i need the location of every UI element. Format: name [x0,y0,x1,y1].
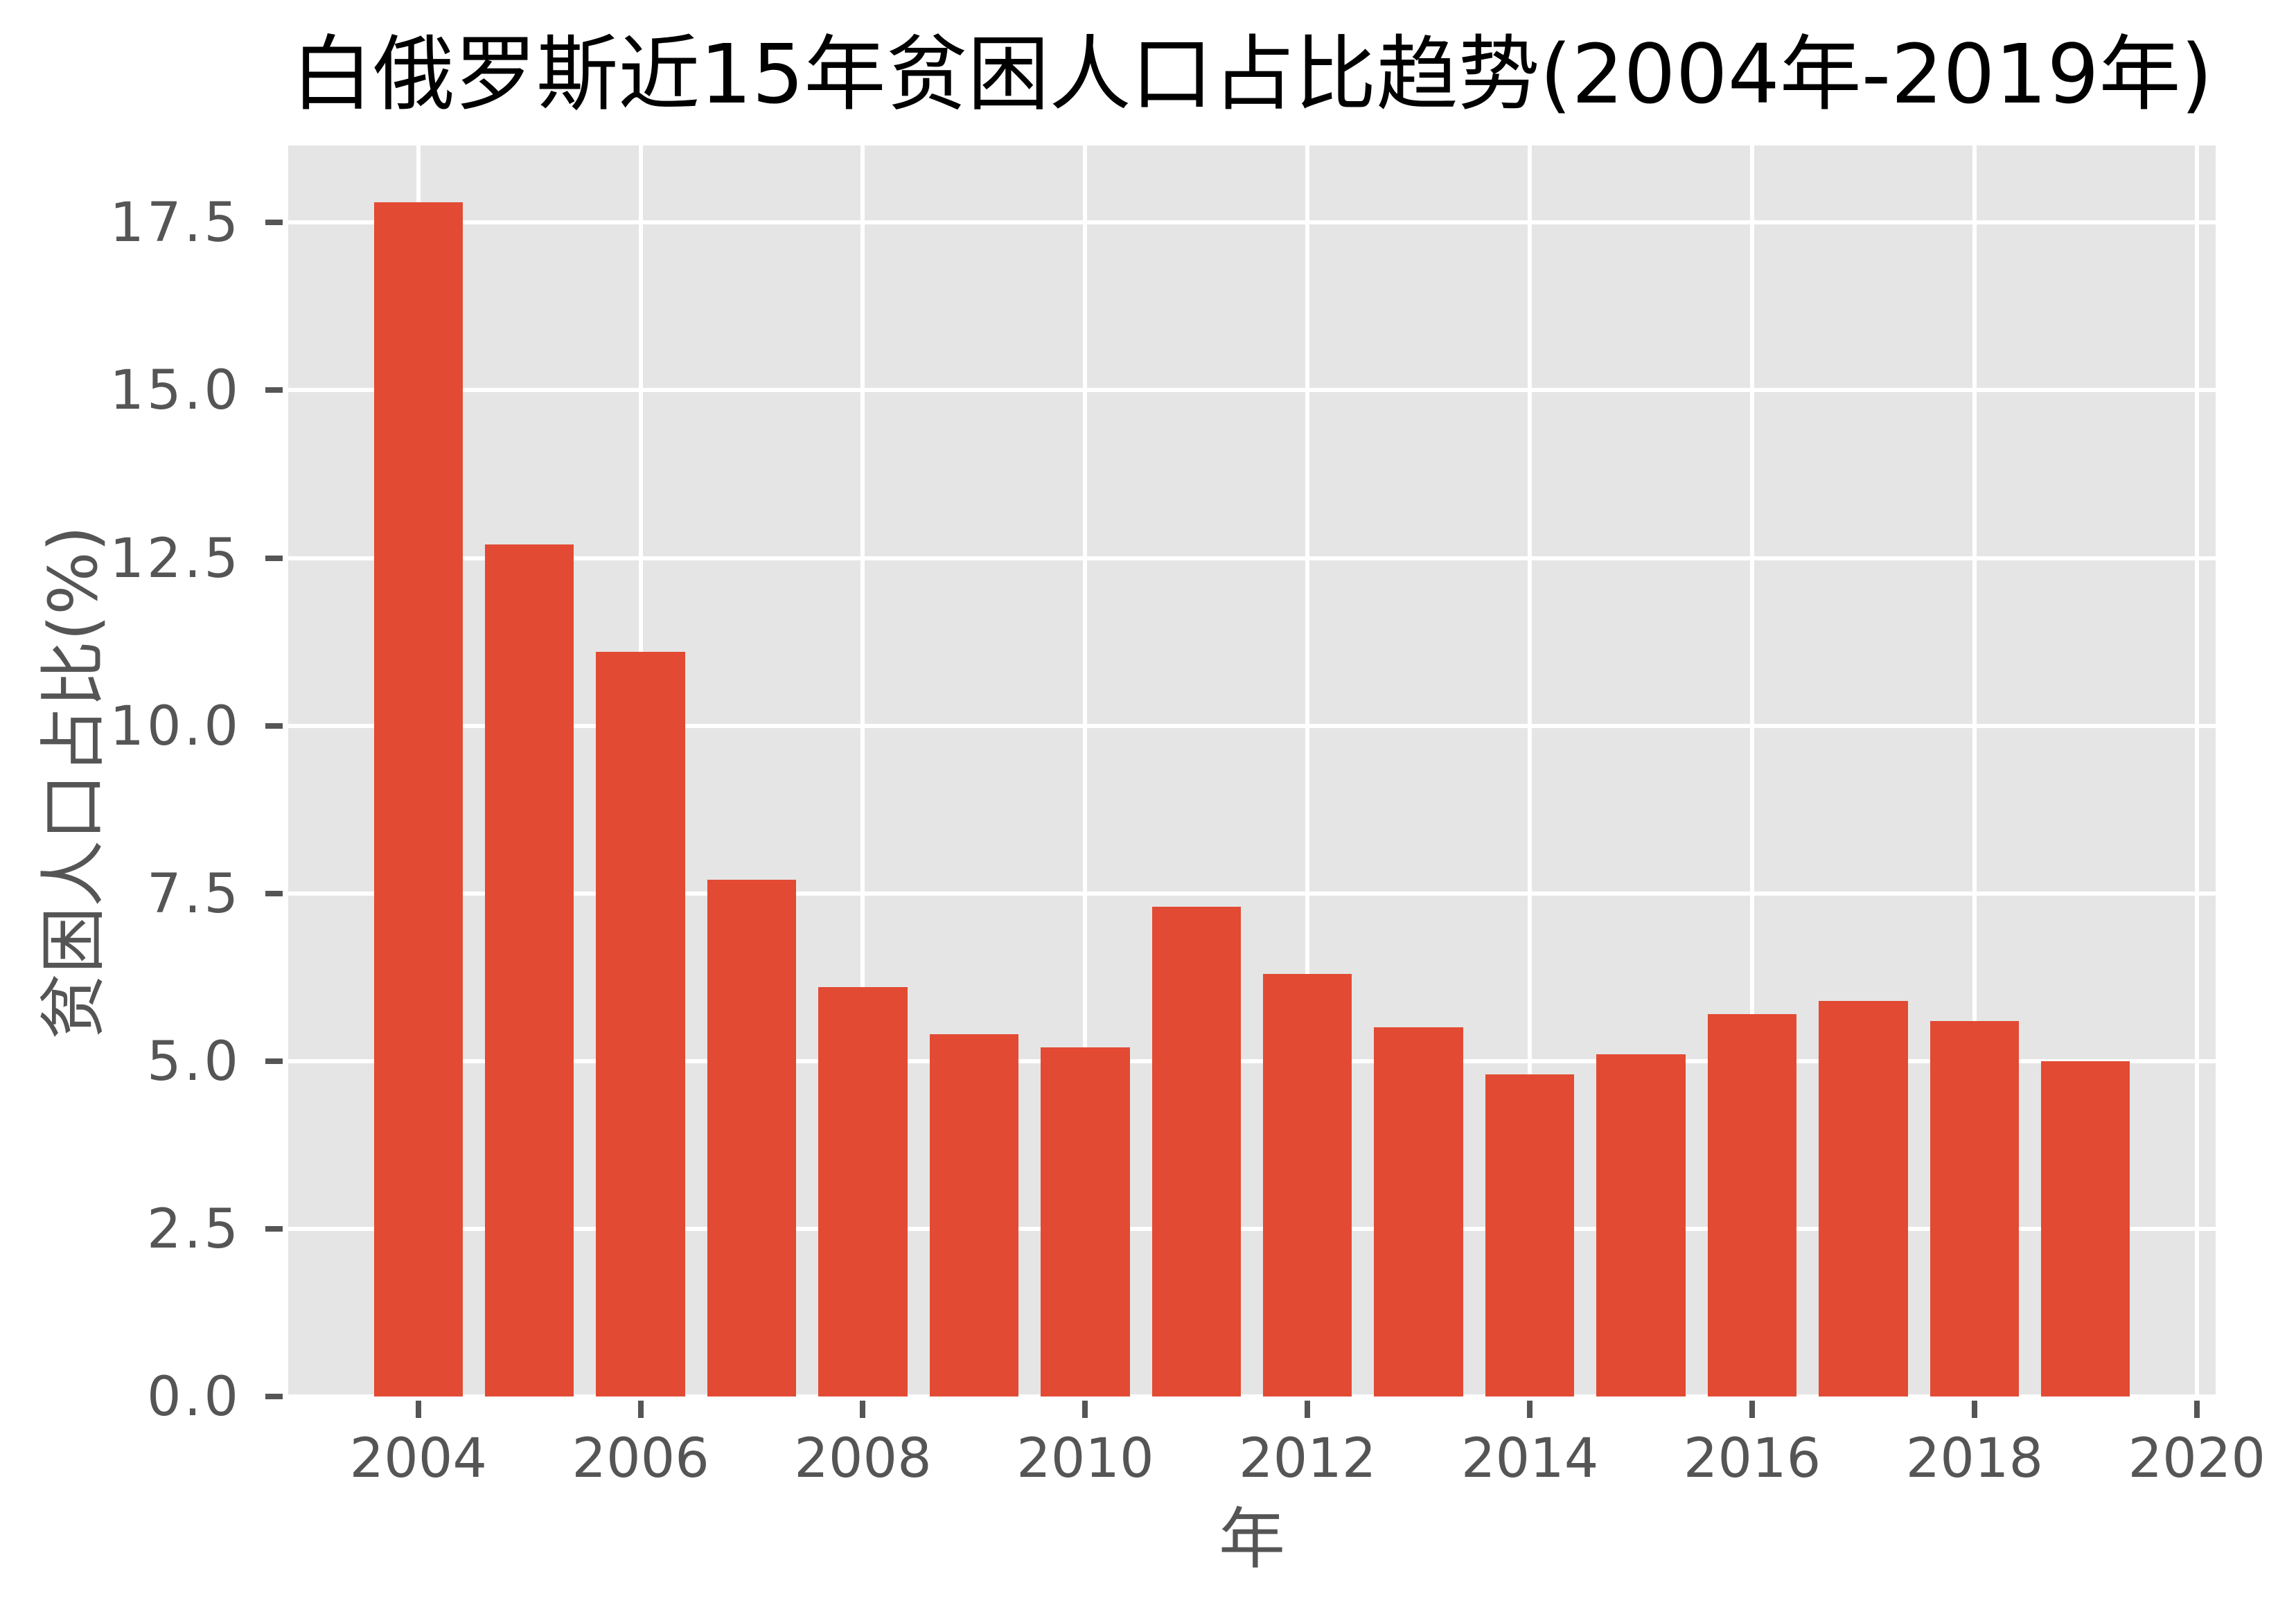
plot-area [288,145,2216,1396]
x-tick-mark [637,1401,644,1418]
x-tick-mark [2193,1401,2200,1418]
bar-2006 [596,652,685,1396]
y-tick-label: 10.0 [109,695,241,758]
gridline-vertical [1972,145,1977,1396]
y-tick-mark [265,555,283,561]
bar-2008 [818,987,908,1396]
bar-2015 [1596,1054,1686,1396]
x-tick-label: 2010 [1016,1428,1154,1490]
x-tick-label: 2014 [1460,1428,1599,1490]
bar-2017 [1819,1000,1908,1396]
y-axis-label: 贫困人口占比(%) [35,525,112,1040]
bar-2011 [1151,907,1241,1396]
gridline-horizontal [288,1058,2216,1063]
gridline-vertical [860,145,865,1396]
y-tick-mark [265,890,283,896]
gridline-horizontal [288,556,2216,560]
bar-2018 [1929,1020,2020,1396]
x-tick-mark [415,1401,421,1418]
chart-title: 白俄罗斯近15年贫困人口占比趋势(2004年-2019年) [291,26,2213,122]
x-tick-mark [1305,1401,1311,1418]
y-tick-mark [265,722,283,729]
y-tick-mark [265,1394,283,1399]
gridline-horizontal [288,1226,2216,1231]
y-tick-mark [265,387,283,393]
x-tick-mark [1082,1401,1088,1418]
bar-2012 [1263,973,1352,1396]
gridline-vertical [1749,145,1754,1396]
bar-2010 [1041,1047,1130,1396]
bar-2016 [1707,1014,1797,1396]
x-tick-label: 2012 [1238,1428,1377,1490]
x-tick-label: 2008 [794,1428,932,1490]
x-tick-mark [1749,1401,1755,1418]
bar-2004 [373,202,463,1396]
bar-2013 [1374,1027,1463,1396]
x-tick-label: 2018 [1905,1428,2044,1490]
x-tick-label: 2020 [2128,1428,2266,1490]
y-tick-label: 2.5 [146,1198,241,1261]
gridline-vertical [2194,145,2199,1396]
x-tick-mark [1971,1401,1977,1418]
y-tick-label: 7.5 [146,862,241,925]
x-tick-mark [1527,1401,1533,1418]
gridline-vertical [1528,145,1533,1396]
gridline-horizontal [288,723,2216,728]
y-tick-label: 5.0 [146,1030,241,1093]
y-tick-mark [265,1225,283,1232]
gridline-vertical [1083,145,1088,1396]
y-tick-label: 17.5 [109,192,241,255]
bar-2005 [484,544,574,1396]
y-tick-mark [265,220,283,226]
x-tick-mark [860,1401,866,1418]
gridline-horizontal [288,1394,2216,1396]
bar-2019 [2041,1061,2130,1396]
y-tick-mark [265,1058,283,1064]
x-tick-label: 2004 [349,1428,487,1490]
y-tick-label: 12.5 [109,527,241,590]
gridline-horizontal [288,388,2216,393]
gridline-horizontal [288,891,2216,896]
gridline-horizontal [288,220,2216,225]
x-axis-label: 年 [1219,1500,1285,1578]
bar-2009 [929,1034,1019,1396]
x-tick-label: 2016 [1683,1428,1821,1490]
gridline-vertical [1305,145,1310,1396]
y-tick-label: 15.0 [109,360,241,423]
bar-2014 [1485,1074,1575,1396]
bar-2007 [707,880,797,1396]
x-tick-label: 2006 [572,1428,709,1490]
y-tick-label: 0.0 [146,1366,241,1428]
